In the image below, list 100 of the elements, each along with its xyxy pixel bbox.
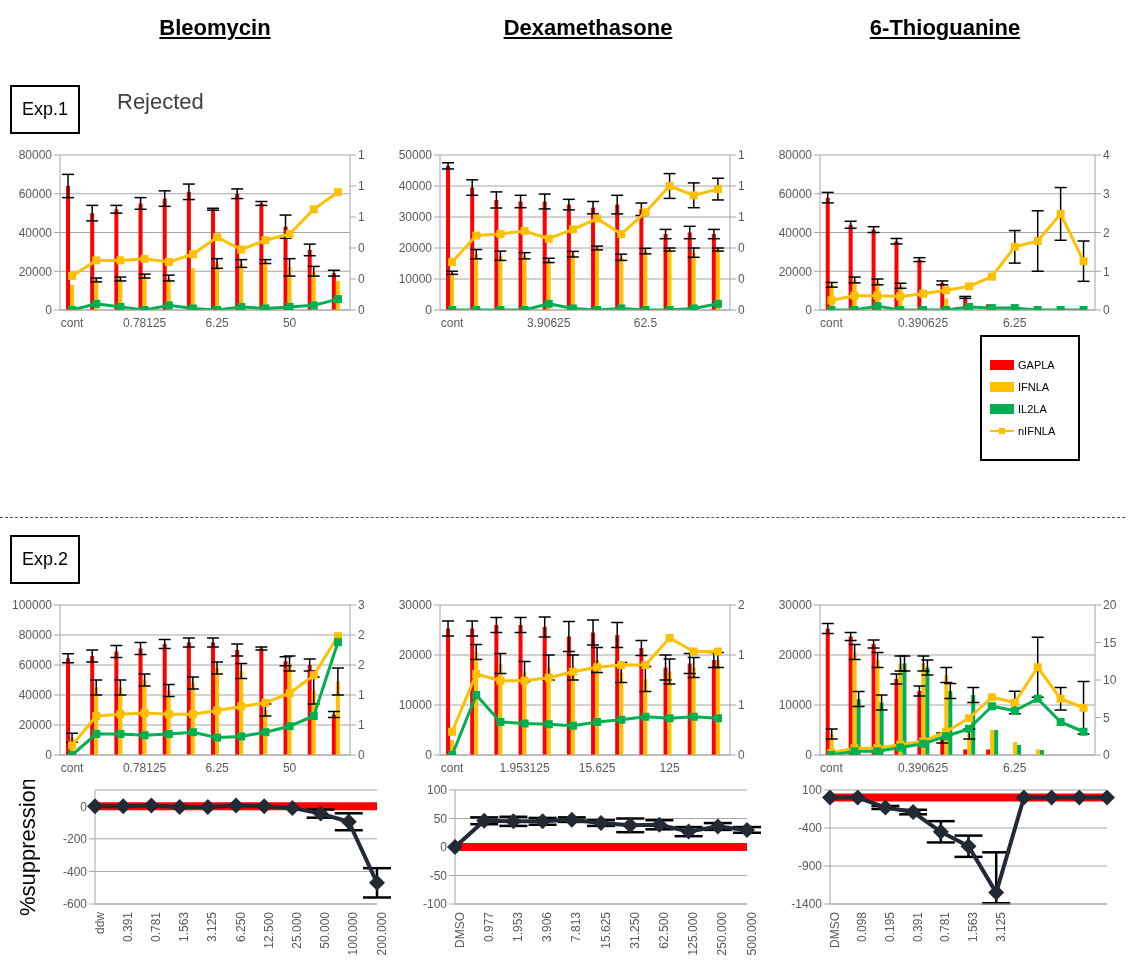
point xyxy=(116,710,125,719)
point xyxy=(593,718,602,726)
x-tick-label: 0.78125 xyxy=(122,315,167,330)
point xyxy=(689,647,698,656)
point xyxy=(309,712,318,720)
y-tick-label: -400 xyxy=(797,821,823,836)
x-tick-label: 3.125 xyxy=(205,911,220,943)
point xyxy=(713,299,722,308)
point xyxy=(285,302,294,310)
y2-tick-label: 3 xyxy=(1103,187,1110,202)
point xyxy=(1056,718,1065,726)
point xyxy=(568,225,577,234)
y2-tick-label: 0 xyxy=(738,272,745,287)
point xyxy=(1079,257,1088,266)
x-tick-label: 125.000 xyxy=(686,911,701,956)
y-tick-label: -200 xyxy=(62,832,88,847)
point xyxy=(92,256,101,265)
point xyxy=(1033,237,1042,246)
x-tick-label: 12.500 xyxy=(261,911,276,949)
x-tick-label: 3.906 xyxy=(540,911,555,943)
point xyxy=(689,191,698,200)
y2-tick-label: 1 xyxy=(738,698,745,713)
point xyxy=(496,718,505,726)
y-tick-label: 80000 xyxy=(778,148,813,163)
point xyxy=(709,818,726,835)
point xyxy=(665,182,674,190)
y2-tick-label: 0 xyxy=(738,241,745,256)
x-tick-label: 0.78125 xyxy=(122,760,167,775)
point xyxy=(369,874,385,891)
point xyxy=(496,676,505,685)
x-tick-label: 50 xyxy=(282,315,297,330)
point xyxy=(285,230,294,239)
chart-title: 6-Thioguanine xyxy=(868,15,1022,41)
point xyxy=(171,799,188,816)
y2-tick-label: 1 xyxy=(358,718,365,733)
x-tick-label: 62.500 xyxy=(656,911,671,949)
point xyxy=(140,709,149,717)
y2-tick-label: 15 xyxy=(1103,635,1117,650)
point xyxy=(309,205,318,214)
point xyxy=(593,815,609,832)
x-tick-label: 7.813 xyxy=(569,911,584,943)
bar xyxy=(1017,745,1022,755)
point xyxy=(333,638,342,647)
chart-title: Bleomycin xyxy=(158,15,272,41)
y2-tick-label: 1 xyxy=(738,648,745,663)
point xyxy=(617,715,626,724)
point xyxy=(988,884,1005,901)
point xyxy=(873,291,882,300)
point xyxy=(520,719,529,728)
x-tick-label: 100.000 xyxy=(346,911,361,956)
point xyxy=(68,741,77,750)
point xyxy=(261,728,270,737)
point xyxy=(237,302,246,310)
point xyxy=(942,286,951,295)
point xyxy=(309,671,318,680)
x-tick-label: 0.195 xyxy=(882,911,897,943)
point xyxy=(568,721,577,730)
y2-tick-label: 4 xyxy=(1103,148,1110,163)
point xyxy=(1056,694,1065,703)
bar xyxy=(446,628,451,755)
y2-tick-label: 0 xyxy=(1103,748,1110,763)
text: Exp.1 xyxy=(10,85,81,134)
y2-tick-label: 1 xyxy=(1103,264,1110,279)
point xyxy=(140,731,149,740)
point xyxy=(115,798,132,815)
x-tick-label: DMSO xyxy=(827,912,842,948)
point xyxy=(651,816,668,833)
y-tick-label: 20000 xyxy=(398,241,433,256)
point xyxy=(188,250,197,259)
text: Rejected xyxy=(117,88,204,116)
y-tick-label: 0 xyxy=(45,303,53,318)
point xyxy=(213,706,222,715)
x-tick-label: 250.000 xyxy=(715,911,730,956)
x-tick-label: 50 xyxy=(282,760,297,775)
point xyxy=(92,299,101,308)
y-tick-label: 30000 xyxy=(398,598,433,613)
point xyxy=(850,291,859,300)
point xyxy=(1071,790,1088,806)
point xyxy=(1043,790,1060,806)
point xyxy=(1079,703,1088,712)
x-tick-label: 0.977 xyxy=(481,911,496,943)
point xyxy=(340,813,357,830)
x-tick-label: 1.563 xyxy=(177,911,192,943)
y-tick-label: -1400 xyxy=(791,897,823,912)
point xyxy=(568,667,577,676)
x-tick-label: 500.000 xyxy=(744,911,759,956)
bar xyxy=(825,628,830,755)
y2-tick-label: 1 xyxy=(358,210,365,225)
point xyxy=(641,208,650,217)
point xyxy=(593,214,602,223)
y-tick-label: 100000 xyxy=(11,598,53,613)
y-tick-label: -900 xyxy=(797,859,823,874)
y2-tick-label: 10 xyxy=(1103,673,1117,688)
point xyxy=(1033,694,1042,703)
x-tick-label: 6.250 xyxy=(233,911,248,943)
point xyxy=(333,188,342,197)
y-tick-label: 40000 xyxy=(18,225,53,240)
y-tick-label: 80000 xyxy=(18,628,53,643)
point xyxy=(1010,242,1019,251)
x-tick-label: 6.25 xyxy=(205,315,230,330)
